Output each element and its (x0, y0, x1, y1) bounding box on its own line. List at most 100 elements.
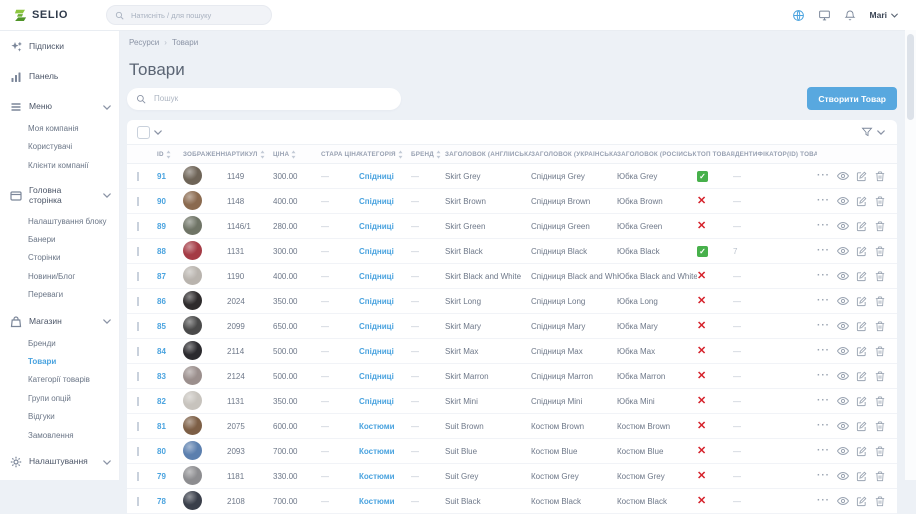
more-actions-icon[interactable]: ··· (817, 420, 830, 431)
row-checkbox[interactable] (137, 271, 139, 281)
sidebar-subitem[interactable]: Новини/Блог (28, 271, 76, 281)
more-actions-icon[interactable]: ··· (817, 445, 830, 456)
sidebar-subitem[interactable]: Бренди (28, 338, 56, 348)
create-product-button[interactable]: Створити Товар (807, 87, 897, 110)
sidebar-subitem[interactable]: Налаштування блоку (28, 216, 107, 226)
edit-pencil-icon[interactable] (856, 395, 867, 407)
more-actions-icon[interactable]: ··· (817, 395, 830, 406)
select-all-control[interactable] (137, 125, 162, 139)
column-header[interactable]: БРЕНД (411, 149, 445, 159)
delete-trash-icon[interactable] (874, 445, 885, 457)
notifications-bell-icon[interactable] (844, 9, 857, 22)
breadcrumb-products[interactable]: Товари (171, 38, 199, 47)
product-category-link[interactable]: Спідниці (359, 271, 394, 281)
row-checkbox[interactable] (137, 296, 139, 306)
delete-trash-icon[interactable] (874, 270, 885, 282)
product-category-link[interactable]: Костюми (359, 496, 395, 506)
view-eye-icon[interactable] (837, 470, 849, 482)
view-eye-icon[interactable] (837, 370, 849, 382)
sidebar-item-subscriptions[interactable]: Підписки (0, 34, 119, 60)
row-checkbox[interactable] (137, 346, 139, 356)
sidebar-subitem[interactable]: Налаштування магазину (0, 475, 119, 480)
product-id-link[interactable]: 85 (157, 321, 166, 331)
edit-pencil-icon[interactable] (856, 295, 867, 307)
product-image[interactable] (183, 465, 202, 485)
sidebar-subitem[interactable]: Моя компанія (28, 124, 79, 133)
more-actions-icon[interactable]: ··· (817, 470, 830, 481)
column-header[interactable]: ID (157, 149, 183, 159)
delete-trash-icon[interactable] (874, 370, 885, 382)
view-eye-icon[interactable] (837, 220, 849, 232)
more-actions-icon[interactable]: ··· (817, 170, 830, 181)
sidebar-subitem[interactable]: Замовлення (28, 430, 74, 440)
row-checkbox[interactable] (137, 221, 139, 231)
scrollbar-thumb[interactable] (907, 34, 914, 120)
edit-pencil-icon[interactable] (856, 445, 867, 457)
product-image[interactable] (183, 440, 202, 460)
row-checkbox[interactable] (137, 246, 139, 256)
view-eye-icon[interactable] (837, 445, 849, 457)
sidebar-subitem[interactable]: Сторінки (28, 253, 61, 263)
product-image[interactable] (183, 190, 202, 210)
column-header[interactable]: ЦІНА (273, 149, 321, 159)
sidebar-subitem[interactable]: Користувачі (28, 142, 73, 152)
product-category-link[interactable]: Спідниці (359, 296, 394, 306)
product-id-link[interactable]: 86 (157, 296, 166, 306)
site-preview-icon[interactable] (818, 9, 831, 22)
sort-icon[interactable] (291, 149, 296, 159)
product-id-link[interactable]: 84 (157, 346, 166, 356)
product-category-link[interactable]: Костюми (359, 421, 395, 431)
product-id-link[interactable]: 88 (157, 246, 166, 256)
product-id-link[interactable]: 91 (157, 171, 166, 181)
filter-control[interactable] (861, 126, 885, 138)
product-image[interactable] (183, 340, 202, 360)
more-actions-icon[interactable]: ··· (817, 245, 830, 256)
view-eye-icon[interactable] (837, 270, 849, 282)
row-checkbox[interactable] (137, 446, 139, 456)
filter-funnel-icon[interactable] (861, 126, 873, 138)
product-category-link[interactable]: Спідниці (359, 171, 394, 181)
product-category-link[interactable]: Спідниці (359, 396, 394, 406)
sort-icon[interactable] (260, 149, 265, 159)
more-actions-icon[interactable]: ··· (817, 220, 830, 231)
view-eye-icon[interactable] (837, 320, 849, 332)
product-category-link[interactable]: Спідниці (359, 246, 394, 256)
product-id-link[interactable]: 89 (157, 221, 166, 231)
delete-trash-icon[interactable] (874, 320, 885, 332)
sidebar-subitem[interactable]: Групи опцій (28, 393, 71, 403)
column-header[interactable]: КАТЕГОРІЯ (359, 149, 411, 159)
edit-pencil-icon[interactable] (856, 245, 867, 257)
product-image[interactable] (183, 165, 202, 185)
delete-trash-icon[interactable] (874, 345, 885, 357)
more-actions-icon[interactable]: ··· (817, 270, 830, 281)
select-all-checkbox[interactable] (137, 125, 150, 139)
product-image[interactable] (183, 215, 202, 235)
delete-trash-icon[interactable] (874, 170, 885, 182)
app-logo[interactable]: SELIO (0, 9, 106, 22)
edit-pencil-icon[interactable] (856, 470, 867, 482)
product-image[interactable] (183, 240, 202, 260)
delete-trash-icon[interactable] (874, 495, 885, 507)
view-eye-icon[interactable] (837, 395, 849, 407)
delete-trash-icon[interactable] (874, 195, 885, 207)
edit-pencil-icon[interactable] (856, 320, 867, 332)
more-actions-icon[interactable]: ··· (817, 345, 830, 356)
product-id-link[interactable]: 78 (157, 496, 166, 506)
edit-pencil-icon[interactable] (856, 170, 867, 182)
view-eye-icon[interactable] (837, 295, 849, 307)
product-id-link[interactable]: 90 (157, 196, 166, 206)
user-menu[interactable]: Mari (870, 10, 898, 20)
global-search[interactable] (106, 5, 272, 25)
table-search-input[interactable] (152, 93, 392, 104)
delete-trash-icon[interactable] (874, 220, 885, 232)
sidebar-subitem[interactable]: Товари (28, 357, 57, 367)
product-id-link[interactable]: 80 (157, 446, 166, 456)
product-category-link[interactable]: Спідниці (359, 321, 394, 331)
product-id-link[interactable]: 82 (157, 396, 166, 406)
sidebar-item-shop[interactable]: Магазин (0, 309, 119, 335)
view-eye-icon[interactable] (837, 195, 849, 207)
edit-pencil-icon[interactable] (856, 195, 867, 207)
sidebar-subitem[interactable]: Банери (28, 235, 56, 245)
column-header[interactable]: АРТИКУЛ (227, 149, 273, 159)
more-actions-icon[interactable]: ··· (817, 195, 830, 206)
